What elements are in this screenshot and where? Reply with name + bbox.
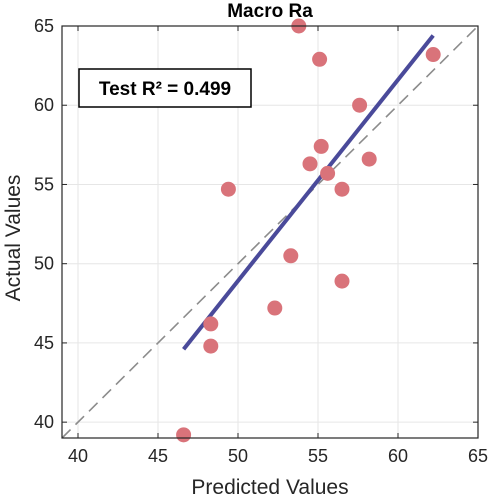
- y-tick-label: 50: [34, 254, 54, 274]
- x-axis-label: Predicted Values: [191, 476, 348, 499]
- y-axis-label: Actual Values: [2, 175, 25, 302]
- data-point: [220, 181, 236, 197]
- data-point: [361, 151, 377, 167]
- y-tick-label: 40: [34, 412, 54, 432]
- x-tick-label: 45: [148, 446, 168, 466]
- data-point: [334, 181, 350, 197]
- data-point: [302, 156, 318, 172]
- x-tick-label: 65: [468, 446, 488, 466]
- fit-line: [182, 34, 435, 351]
- x-tick-label: 40: [68, 446, 88, 466]
- r2-annotation-text: Test R² = 0.499: [99, 79, 231, 100]
- x-tick-label: 50: [228, 446, 248, 466]
- identity-line: [61, 25, 479, 439]
- data-point: [283, 248, 299, 264]
- y-tick-label: 45: [34, 333, 54, 353]
- data-point: [425, 47, 441, 63]
- data-point: [176, 427, 192, 443]
- x-tick-label: 60: [388, 446, 408, 466]
- plot-frame: [61, 25, 479, 439]
- data-point: [267, 300, 283, 316]
- y-tick-label: 60: [34, 95, 54, 115]
- data-point: [312, 51, 328, 67]
- data-point: [334, 273, 350, 289]
- x-tick-label: 55: [308, 446, 328, 466]
- data-point: [352, 97, 368, 113]
- data-point: [313, 138, 329, 154]
- chart-title: Macro Ra: [227, 1, 313, 22]
- r2-annotation: Test R² = 0.499: [78, 68, 252, 108]
- data-point: [203, 338, 219, 354]
- r2-annotation-box: [78, 68, 252, 108]
- data-point: [320, 165, 336, 181]
- data-point: [203, 316, 219, 332]
- y-tick-label: 55: [34, 174, 54, 194]
- y-tick-label: 65: [34, 16, 54, 36]
